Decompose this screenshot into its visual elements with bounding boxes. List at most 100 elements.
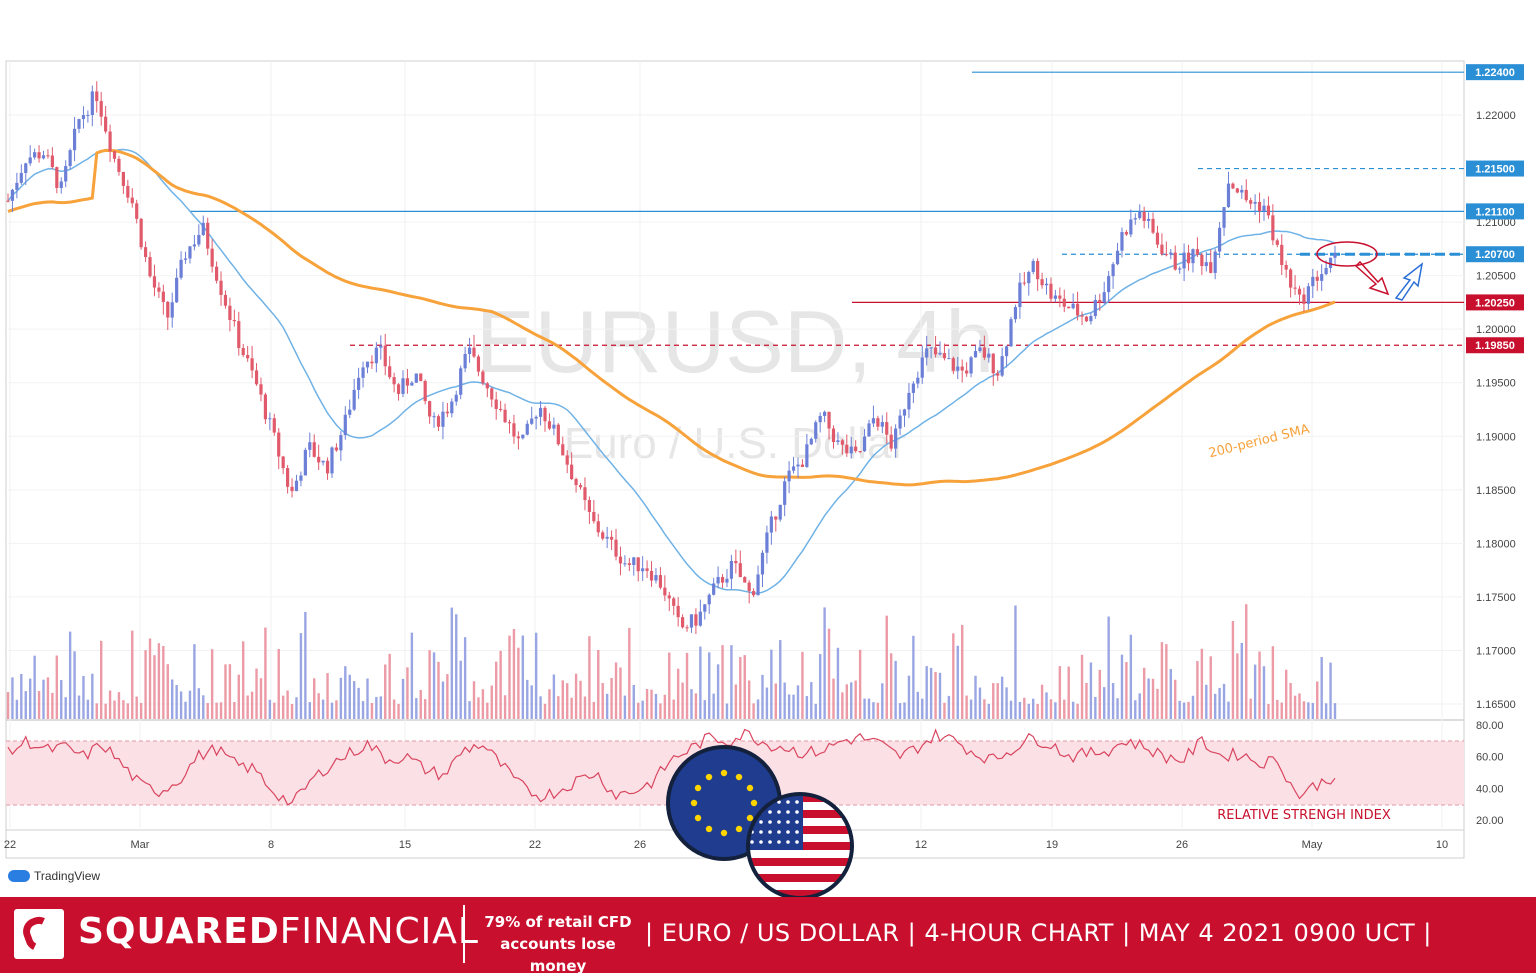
volume-bar — [663, 694, 667, 719]
volume-bar — [1156, 688, 1159, 719]
volume-bar — [1063, 699, 1066, 719]
volume-bar — [20, 673, 23, 719]
eu-star — [705, 825, 713, 833]
candle-body — [157, 287, 161, 292]
volume-bar — [645, 688, 649, 719]
candle-body — [352, 389, 356, 410]
volume-bar — [1151, 678, 1155, 719]
us-stripe — [748, 866, 852, 874]
volume-bar — [1116, 698, 1119, 719]
candle-body — [809, 438, 813, 445]
candle-body — [1302, 294, 1306, 304]
candle-body — [1297, 288, 1302, 295]
candle-body — [1031, 261, 1035, 272]
candle-body — [969, 357, 973, 374]
candle-body — [538, 407, 543, 417]
volume-bar — [1267, 703, 1270, 719]
volume-bar — [423, 699, 427, 719]
candle-body — [1049, 283, 1053, 299]
candle-body — [210, 248, 214, 267]
volume-bar — [397, 703, 400, 719]
candle-body — [1027, 271, 1031, 284]
volume-bar — [1293, 695, 1297, 719]
us-star — [777, 800, 781, 804]
candle-body — [694, 614, 698, 626]
candle-body — [50, 155, 54, 168]
volume-bar — [219, 702, 223, 719]
candle-body — [587, 500, 591, 512]
us-star — [786, 820, 790, 824]
eu-star — [735, 773, 743, 781]
candle-body — [512, 423, 516, 437]
volume-bar — [934, 671, 937, 719]
volume-bar — [215, 702, 218, 719]
volume-bar — [1320, 657, 1323, 719]
volume-bar — [898, 703, 902, 719]
volume-bar — [1205, 684, 1208, 719]
volume-bar — [352, 681, 356, 719]
candle-body — [960, 366, 964, 371]
volume-bar — [1023, 697, 1026, 719]
volume-bar — [179, 691, 183, 719]
volume-bar — [761, 674, 764, 719]
volume-bar — [605, 693, 609, 719]
price-tick-label: 1.19500 — [1476, 378, 1516, 390]
volume-bar — [1307, 702, 1310, 719]
us-star — [786, 830, 790, 834]
level-label-box — [1466, 337, 1524, 354]
volume-bar — [1165, 644, 1168, 719]
volume-bar — [947, 695, 951, 719]
candle-body — [1115, 250, 1120, 265]
candle-body — [1160, 244, 1164, 255]
candle-body — [791, 466, 796, 471]
volume-bar — [446, 674, 449, 719]
volume-bar — [548, 689, 551, 719]
volume-bar — [579, 680, 582, 719]
volume-bar — [1213, 693, 1217, 719]
volume-bar — [756, 699, 760, 719]
volume-bar — [206, 702, 209, 719]
eu-star — [690, 799, 698, 807]
volume-bar — [699, 646, 702, 719]
price-tick-label: 1.21000 — [1476, 217, 1516, 229]
candle-body — [756, 574, 760, 596]
candle-body — [1253, 201, 1257, 204]
candle-body — [1209, 262, 1213, 273]
candle-body — [823, 411, 827, 416]
candle-body — [556, 424, 560, 445]
sma-200-line — [7, 148, 1336, 487]
volume-bar — [361, 701, 365, 719]
candle-body — [405, 378, 410, 386]
candle-body — [592, 511, 596, 522]
volume-bar — [1236, 653, 1239, 719]
volume-bar — [1134, 700, 1137, 719]
candle-body — [241, 348, 245, 356]
volume-bar — [1222, 683, 1226, 719]
candle-body — [547, 421, 552, 429]
volume-bar — [370, 702, 374, 719]
volume-bar — [561, 680, 564, 719]
volume-bar — [55, 655, 59, 719]
us-star — [795, 810, 799, 814]
candle-body — [920, 357, 924, 378]
volume-bar — [1227, 701, 1230, 719]
candle-body — [1013, 307, 1018, 320]
candle-body — [973, 351, 978, 358]
candle-body — [1084, 316, 1089, 322]
volume-bar — [459, 660, 462, 719]
candle-body — [152, 276, 157, 288]
volume-bar — [188, 690, 192, 719]
candle-body — [596, 521, 600, 533]
candle-body — [308, 442, 312, 450]
price-tick-label: 1.20500 — [1476, 271, 1516, 283]
volume-bar — [388, 653, 391, 719]
volume-bar — [929, 667, 933, 719]
volume-bar — [952, 633, 955, 719]
candle-body — [277, 432, 281, 457]
candle-body — [942, 353, 947, 359]
candle-body — [849, 446, 853, 454]
price-tick-label: 1.16500 — [1476, 699, 1516, 711]
candle-body — [472, 347, 476, 357]
volume-bar — [126, 703, 130, 719]
volume-bar — [1036, 703, 1039, 719]
